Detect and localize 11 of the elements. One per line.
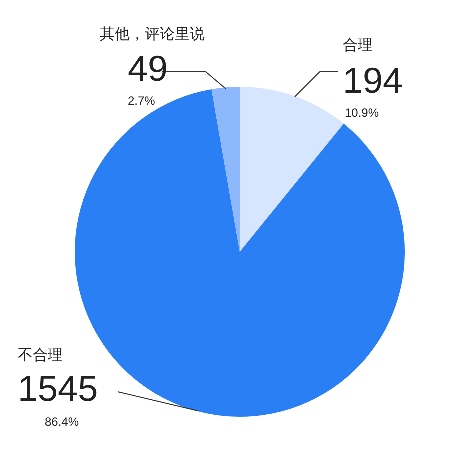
data-label: 49 [128,48,168,89]
pie-slice [240,87,344,252]
text: 2.7% [128,94,156,108]
text: 10.9% [345,106,380,120]
text: 86.4% [45,415,80,429]
slice-label: 不合理 [18,347,63,364]
data-label: 194 [343,60,404,101]
data-label: 1545 [18,368,98,409]
pie-slice [212,87,240,252]
slice-label: 其他，评论里说 [100,26,205,43]
slice-label: 合理 [343,37,373,54]
